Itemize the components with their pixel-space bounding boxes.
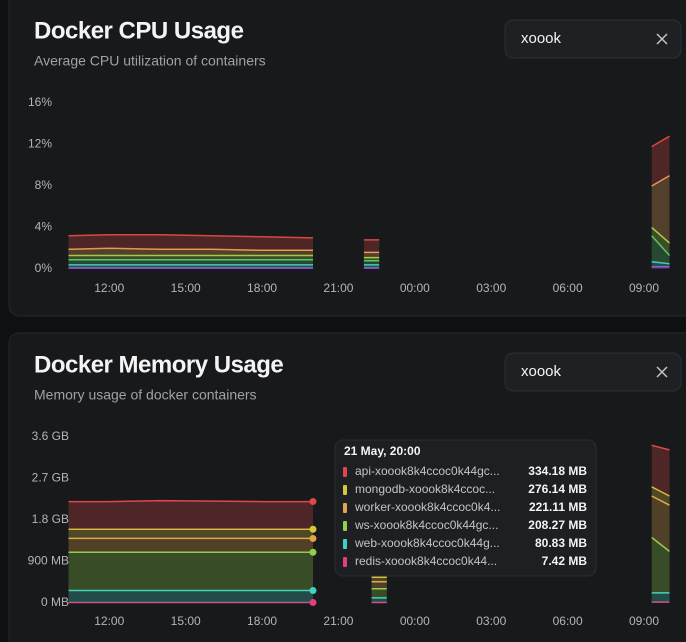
y-tick-label: 8%	[35, 178, 53, 192]
tooltip-value: 334.18 MB	[528, 464, 587, 478]
tooltip: 21 May, 20:00 api-xoook8k4ccoc0k44gc... 33…	[334, 439, 597, 577]
clear-icon[interactable]	[656, 366, 668, 378]
x-tick-label: 06:00	[553, 614, 583, 628]
y-tick-label: 1.8 GB	[32, 512, 69, 526]
area-line	[68, 135, 670, 241]
tooltip-name: mongodb-xoook8k4ccoc...	[355, 482, 495, 496]
x-tick-label: 15:00	[171, 614, 201, 628]
x-tick-label: 00:00	[400, 614, 430, 628]
tooltip-name: api-xoook8k4ccoc0k44gc...	[355, 464, 500, 478]
hover-dot	[309, 599, 317, 607]
x-tick-label: 09:00	[629, 281, 659, 295]
search-text[interactable]: xoook	[521, 30, 562, 47]
hover-dot	[309, 498, 317, 506]
tooltip-value: 221.11 MB	[529, 500, 587, 514]
tooltip-value: 276.14 MB	[528, 482, 587, 496]
tooltip-name: web-xoook8k4ccoc0k44g...	[354, 536, 500, 550]
hover-dot	[309, 548, 317, 556]
area-line	[68, 495, 670, 583]
area-line	[68, 174, 670, 254]
x-tick-label: 18:00	[247, 281, 277, 295]
area-line	[68, 536, 670, 590]
area-line	[68, 589, 670, 599]
y-tick-label: 3.6 GB	[32, 429, 69, 443]
y-tick-label: 16%	[28, 95, 52, 109]
search-field[interactable]	[504, 352, 682, 392]
search-box[interactable]: xoook	[504, 19, 682, 59]
x-tick-label: 03:00	[476, 614, 506, 628]
tooltip-box	[334, 439, 597, 577]
x-tick-label: 21:00	[323, 281, 353, 295]
x-tick-label: 06:00	[553, 281, 583, 295]
panel-subtitle: Memory usage of docker containers	[34, 387, 257, 403]
hover-dot	[309, 534, 317, 542]
tooltip-name: ws-xoook8k4ccoc0k44gc...	[354, 518, 498, 532]
area-band	[68, 486, 670, 582]
search-box[interactable]: xoook	[504, 352, 682, 392]
y-tick-label: 12%	[28, 137, 52, 151]
tooltip-name: worker-xoook8k4ccoc0k4...	[354, 500, 500, 514]
panel-subtitle: Average CPU utilization of containers	[34, 53, 266, 69]
y-tick-label: 0%	[35, 261, 53, 275]
y-tick-label: 0 MB	[41, 595, 69, 609]
x-tick-label: 03:00	[476, 281, 506, 295]
x-tick-label: 00:00	[400, 281, 430, 295]
tooltip-name: redis-xoook8k4ccoc0k44...	[355, 554, 497, 568]
tooltip-value: 80.83 MB	[535, 536, 587, 550]
tooltip-swatch	[343, 539, 347, 549]
tooltip-swatch	[343, 503, 347, 513]
area-line	[68, 235, 671, 262]
area-band	[68, 136, 670, 253]
search-field[interactable]	[504, 19, 682, 59]
area-band	[68, 445, 670, 578]
area-line	[68, 266, 670, 269]
hover-dot	[309, 525, 317, 533]
hover-dot	[309, 587, 317, 595]
area-line	[68, 226, 670, 259]
y-tick-label: 4%	[35, 220, 53, 234]
area-band	[68, 261, 670, 268]
x-tick-label: 21:00	[323, 614, 353, 628]
x-tick-label: 09:00	[629, 614, 659, 628]
area-line	[68, 486, 670, 578]
y-tick-label: 2.7 GB	[32, 471, 69, 485]
area-band	[68, 235, 670, 265]
tooltip-title: 21 May, 20:00	[344, 444, 421, 458]
area-line	[68, 260, 670, 266]
tooltip-swatch	[343, 467, 347, 477]
tooltip-swatch	[343, 557, 347, 567]
tooltip-swatch	[343, 521, 347, 531]
tooltip-value: 208.27 MB	[528, 518, 587, 532]
area-band	[68, 590, 670, 603]
area-band	[68, 227, 670, 261]
search-text[interactable]: xoook	[521, 363, 562, 380]
x-tick-label: 15:00	[171, 281, 201, 295]
y-tick-label: 900 MB	[28, 554, 69, 568]
x-tick-label: 12:00	[94, 281, 124, 295]
x-tick-label: 18:00	[247, 614, 277, 628]
tooltip-swatch	[343, 485, 347, 495]
panel-title: Docker Memory Usage	[34, 351, 283, 378]
area-band	[68, 496, 670, 589]
panel-title: Docker CPU Usage	[34, 17, 244, 44]
x-tick-label: 12:00	[94, 614, 124, 628]
clear-icon[interactable]	[656, 33, 668, 45]
tooltip-value: 7.42 MB	[542, 554, 588, 568]
panel	[8, 0, 686, 317]
